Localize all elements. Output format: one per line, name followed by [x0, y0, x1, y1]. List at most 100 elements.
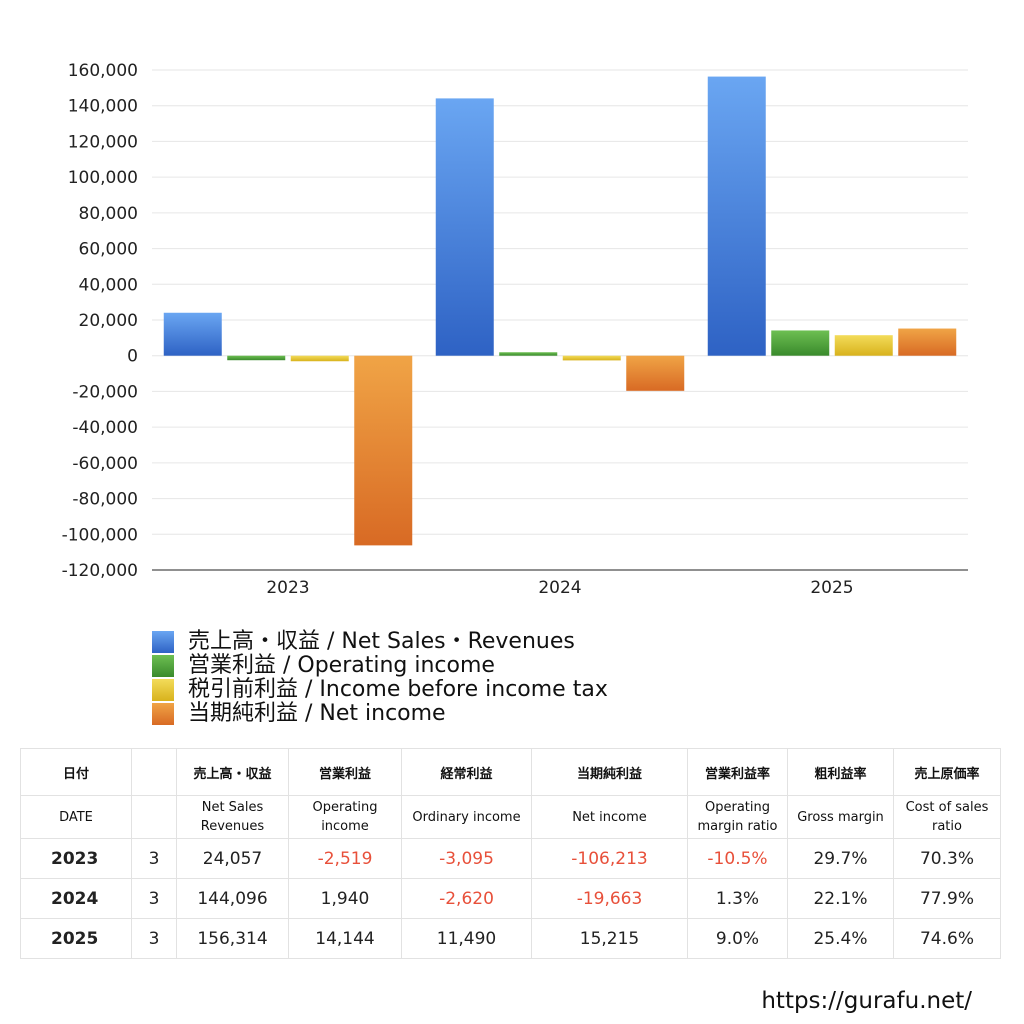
legend-label: 営業利益 / Operating income [188, 653, 495, 678]
table-cell: 14,144 [288, 918, 402, 959]
y-axis: 160,000 140,000 120,000 100,000 80,000 60,000… [62, 61, 138, 581]
row-month: 3 [131, 838, 177, 879]
legend-item: 当期純利益 / Net income [152, 702, 608, 726]
legend-label: 売上高・収益 / Net Sales・Revenues [188, 629, 575, 654]
bar-2023-series-2 [290, 355, 349, 362]
table-header-cell-en [131, 795, 177, 839]
table-header-cell: 売上原価率 [893, 748, 1001, 796]
y-tick-label: -80,000 [72, 490, 138, 510]
x-tick-label: 2024 [538, 578, 581, 598]
table-cell: 24,057 [176, 838, 289, 879]
legend-swatch [152, 631, 174, 653]
table-body: 2023 3 24,057 -2,519 -3,095 -106,213 -10.5% 29.… [20, 838, 1001, 959]
bar-2024-series-0 [435, 98, 494, 356]
table-cell: 1,940 [288, 878, 402, 919]
y-tick-label: 100,000 [68, 168, 138, 188]
table-cell: -19,663 [531, 878, 688, 919]
table-header-cell-en: Net income [531, 795, 688, 839]
table-row: 2025 3 156,314 14,144 11,490 15,215 9.0% 25.4% 7… [20, 918, 1001, 959]
bar-2023-series-1 [227, 355, 286, 361]
row-year: 2025 [20, 918, 132, 959]
y-tick-label: 80,000 [79, 204, 138, 224]
table-header-en: DATE Net Sales Revenues Operating income Ordi… [20, 795, 1001, 839]
table-cell: -106,213 [531, 838, 688, 879]
table-header-cell: 営業利益 [288, 748, 402, 796]
y-tick-label: -20,000 [72, 382, 138, 402]
table-cell: 15,215 [531, 918, 688, 959]
bar-2025-series-2 [834, 335, 893, 356]
table-header-cell: 日付 [20, 748, 132, 796]
y-tick-label: 120,000 [68, 132, 138, 152]
row-month: 3 [131, 878, 177, 919]
grid-lines [152, 69, 968, 535]
legend-item: 税引前利益 / Income before income tax [152, 678, 608, 702]
y-tick-label: -60,000 [72, 454, 138, 474]
bars [163, 76, 957, 546]
legend-swatch [152, 703, 174, 725]
table-cell: -2,620 [401, 878, 532, 919]
bar-2025-series-1 [771, 330, 830, 356]
bar-2025-series-0 [707, 76, 766, 356]
y-tick-label: -40,000 [72, 418, 138, 438]
table-header-cell-en: Cost of sales ratio [893, 795, 1001, 839]
table-header-cell: 粗利益率 [787, 748, 894, 796]
table-cell: 156,314 [176, 918, 289, 959]
table-row: 2024 3 144,096 1,940 -2,620 -19,663 1.3% 22.1% 7… [20, 878, 1001, 919]
x-axis: 2023 2024 2025 [152, 569, 968, 598]
table-cell: 11,490 [401, 918, 532, 959]
table-header-cell: 売上高・収益 [176, 748, 289, 796]
table-cell: 25.4% [787, 918, 894, 959]
row-year: 2024 [20, 878, 132, 919]
table-cell: -10.5% [687, 838, 788, 879]
table-header-cell-en: Ordinary income [401, 795, 532, 839]
table-cell: 9.0% [687, 918, 788, 959]
legend-swatch [152, 655, 174, 677]
x-tick-label: 2025 [810, 578, 853, 598]
table-cell: -3,095 [401, 838, 532, 879]
table-cell: 74.6% [893, 918, 1001, 959]
table-cell: 77.9% [893, 878, 1001, 919]
row-month: 3 [131, 918, 177, 959]
y-tick-label: -100,000 [62, 525, 138, 545]
bar-2025-series-3 [898, 328, 957, 356]
bar-2023-series-0 [163, 312, 222, 356]
table-cell: 70.3% [893, 838, 1001, 879]
y-tick-label: 40,000 [79, 275, 138, 295]
legend-swatch [152, 679, 174, 701]
table-cell: 29.7% [787, 838, 894, 879]
chart-legend: 売上高・収益 / Net Sales・Revenues 営業利益 / Operat… [152, 630, 608, 726]
table-header-cell-en: Gross margin [787, 795, 894, 839]
table-header-cell: 営業利益率 [687, 748, 788, 796]
table-header-cell: 当期純利益 [531, 748, 688, 796]
table-cell: 1.3% [687, 878, 788, 919]
y-tick-label: 60,000 [79, 240, 138, 260]
table-header-cell-en: Operating income [288, 795, 402, 839]
table-cell: -2,519 [288, 838, 402, 879]
y-tick-label: 0 [127, 347, 138, 367]
x-tick-label: 2023 [266, 578, 309, 598]
y-tick-label: 140,000 [68, 97, 138, 117]
bar-2024-series-3 [626, 355, 685, 391]
table-cell: 22.1% [787, 878, 894, 919]
legend-label: 当期純利益 / Net income [188, 701, 446, 726]
y-tick-label: 160,000 [68, 61, 138, 81]
table-cell: 144,096 [176, 878, 289, 919]
y-tick-label: 20,000 [79, 311, 138, 331]
bar-chart: 160,000 140,000 120,000 100,000 80,000 60,000… [62, 61, 968, 598]
table-header-cell [131, 748, 177, 796]
bar-2024-series-2 [562, 355, 621, 361]
bar-2023-series-3 [354, 355, 413, 546]
legend-item: 営業利益 / Operating income [152, 654, 608, 678]
row-year: 2023 [20, 838, 132, 879]
source-url: https://gurafu.net/ [761, 988, 972, 1014]
table-header-cell-en: DATE [20, 795, 132, 839]
table-row: 2023 3 24,057 -2,519 -3,095 -106,213 -10.5% 29.… [20, 838, 1001, 879]
legend-label: 税引前利益 / Income before income tax [188, 677, 608, 702]
bar-2024-series-1 [499, 352, 558, 356]
y-tick-label: -120,000 [62, 561, 138, 581]
table-header-cell-en: Operating margin ratio [687, 795, 788, 839]
table-header-cell: 経常利益 [401, 748, 532, 796]
financial-table: 日付 売上高・収益 営業利益 経常利益 当期純利益 営業利益率 粗利益率 売上原価率 DATE… [20, 748, 1001, 959]
table-header-cell-en: Net Sales Revenues [176, 795, 289, 839]
legend-item: 売上高・収益 / Net Sales・Revenues [152, 630, 608, 654]
